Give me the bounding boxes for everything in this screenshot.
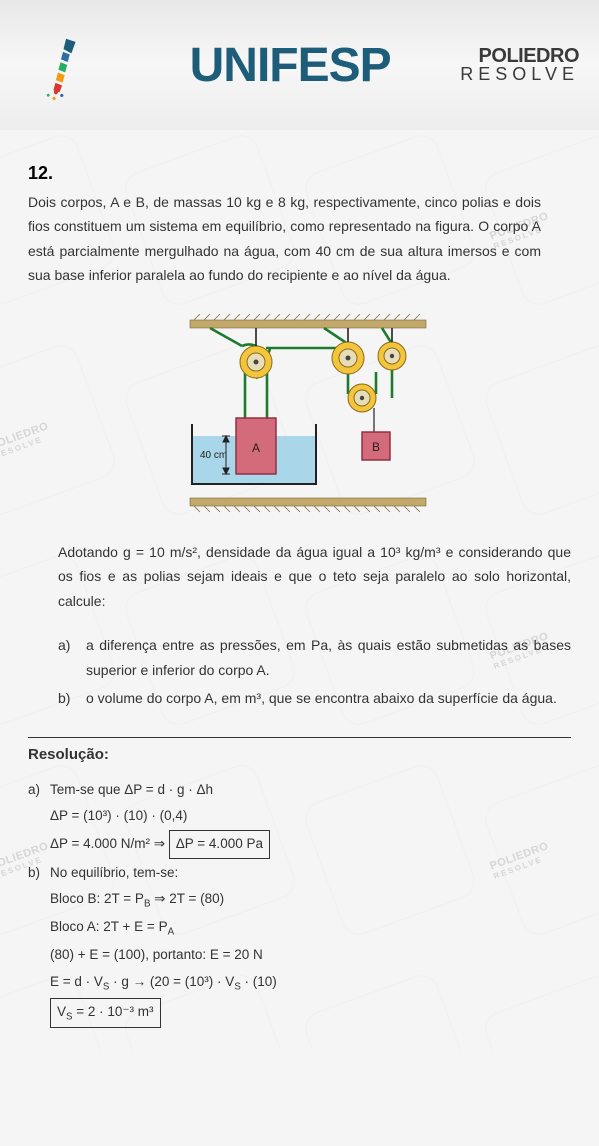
question-number: 12. [28,158,56,190]
solution-line: ΔP = 4.000 N/m² ⇒ ΔP = 4.000 Pa [50,830,571,858]
page-content: 12. Dois corpos, A e B, de massas 10 kg … [0,130,599,1050]
solution-line: E = d · VS · g → (20 = (10³) · VS · (10) [50,970,571,996]
separator [28,737,571,738]
solution-part-label: a) [28,778,50,861]
solution-part-body: Tem-se que ΔP = d · g · ΔhΔP = (10³) · (… [50,778,571,861]
header-bar: UNIFESP POLIEDRO RESOLVE [0,0,599,130]
svg-text:A: A [251,441,259,455]
solution-line: No equilíbrio, tem-se: [50,861,571,885]
figure-pulley-system: B A 40 cm [28,314,571,514]
solution-line: ΔP = (10³) · (10) · (0,4) [50,804,571,828]
logo-icon [20,27,100,103]
resolution-title: Resolução: [28,742,571,768]
solution-line: Bloco A: 2T + E = PA [50,915,571,941]
item-text: a diferença entre as pressões, em Pa, às… [86,633,571,682]
question-items: a) a diferença entre as pressões, em Pa,… [58,633,571,711]
question-item-a: a) a diferença entre as pressões, em Pa,… [58,633,571,682]
question-block: 12. Dois corpos, A e B, de massas 10 kg … [28,158,571,288]
svg-text:40 cm: 40 cm [200,450,227,461]
item-label: b) [58,686,86,711]
svg-text:B: B [371,440,379,454]
solution-line: (80) + E = (100), portanto: E = 20 N [50,943,571,967]
question-item-b: b) o volume do corpo A, em m³, que se en… [58,686,571,711]
item-text: o volume do corpo A, em m³, que se encon… [86,686,571,711]
item-label: a) [58,633,86,682]
resolution-body: a)Tem-se que ΔP = d · g · ΔhΔP = (10³) ·… [28,778,571,1030]
brand2-bot: RESOLVE [460,66,579,83]
solution-line: Bloco B: 2T = PB ⇒ 2T = (80) [50,887,571,913]
solution-part-label: b) [28,861,50,1030]
brand-secondary: POLIEDRO RESOLVE [460,47,579,83]
question-text: Dois corpos, A e B, de massas 10 kg e 8 … [28,190,541,288]
brand-title: UNIFESP [120,38,460,93]
solution-line: VS = 2 · 10⁻³ m³ [50,998,571,1028]
question-paragraph-2: Adotando g = 10 m/s², densidade da água … [58,540,571,614]
solution-part-body: No equilíbrio, tem-se:Bloco B: 2T = PB ⇒… [50,861,571,1030]
solution-line: Tem-se que ΔP = d · g · Δh [50,778,571,802]
